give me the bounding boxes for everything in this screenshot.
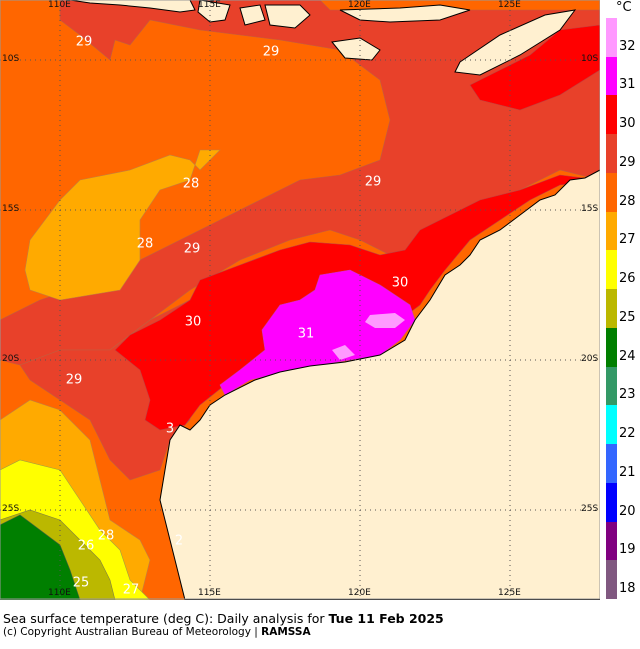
sst-map: [0, 0, 600, 600]
product-name: RAMSSA: [261, 626, 311, 638]
colorbar-bin: [606, 405, 617, 445]
colorbar-label: 19: [619, 542, 636, 558]
colorbar-label: 23: [619, 387, 636, 403]
colorbar-label: 18: [619, 581, 636, 596]
colorbar: [606, 18, 617, 600]
land-sumba: [331, 37, 381, 61]
colorbar-bin: [606, 95, 617, 135]
colorbar-label: 21: [619, 464, 636, 480]
colorbar-label: 25: [619, 309, 636, 325]
land-timor: [454, 9, 577, 76]
colorbar-bin: [606, 172, 617, 213]
copyright-text: (c) Copyright Australian Bureau of Meteo…: [3, 626, 262, 638]
colorbar-label: 29: [619, 154, 636, 170]
colorbar-bin: [606, 560, 617, 600]
colorbar-label: 20: [619, 503, 636, 519]
colorbar-bin: [606, 18, 617, 58]
colorbar-label: 26: [619, 271, 636, 287]
colorbar-bin: [606, 521, 617, 561]
sst-region-32: [365, 313, 405, 328]
colorbar-label: 27: [619, 232, 636, 248]
colorbar-bin: [606, 289, 617, 329]
land-bali-lombok: [197, 0, 266, 26]
sst-region-32b: [332, 345, 355, 360]
caption-date: Tue 11 Feb 2025: [328, 611, 444, 626]
colorbar-bin: [606, 444, 617, 484]
colorbar-bin: [606, 211, 617, 251]
colorbar-bin: [606, 366, 617, 406]
sst-region-27-tongue: [24, 149, 221, 301]
land-sumbawa-flores: [264, 4, 471, 29]
colorbar-bin: [606, 250, 617, 290]
graticule: [0, 0, 600, 600]
colorbar-label: 32: [619, 38, 636, 54]
colorbar-label: 31: [619, 77, 636, 93]
land-australia: [159, 169, 600, 600]
colorbar-unit: °C: [616, 0, 632, 15]
colorbar-label: 30: [619, 116, 636, 132]
copyright-line: (c) Copyright Australian Bureau of Meteo…: [3, 626, 311, 638]
colorbar-label: 28: [619, 193, 636, 209]
sst-region-30-timor: [469, 24, 600, 111]
colorbar-bin: [606, 134, 617, 174]
sst-region-24: [0, 514, 81, 600]
map-frame: [0, 0, 600, 600]
colorbar-bin: [606, 56, 617, 96]
map-caption: Sea surface temperature (deg C): Daily a…: [3, 611, 444, 626]
caption-prefix: Sea surface temperature (deg C): Daily a…: [3, 611, 329, 626]
colorbar-label: 22: [619, 426, 636, 442]
colorbar-label: 24: [619, 348, 636, 364]
colorbar-bin: [606, 327, 617, 368]
colorbar-bin: [606, 482, 617, 523]
land-java: [69, 0, 196, 13]
